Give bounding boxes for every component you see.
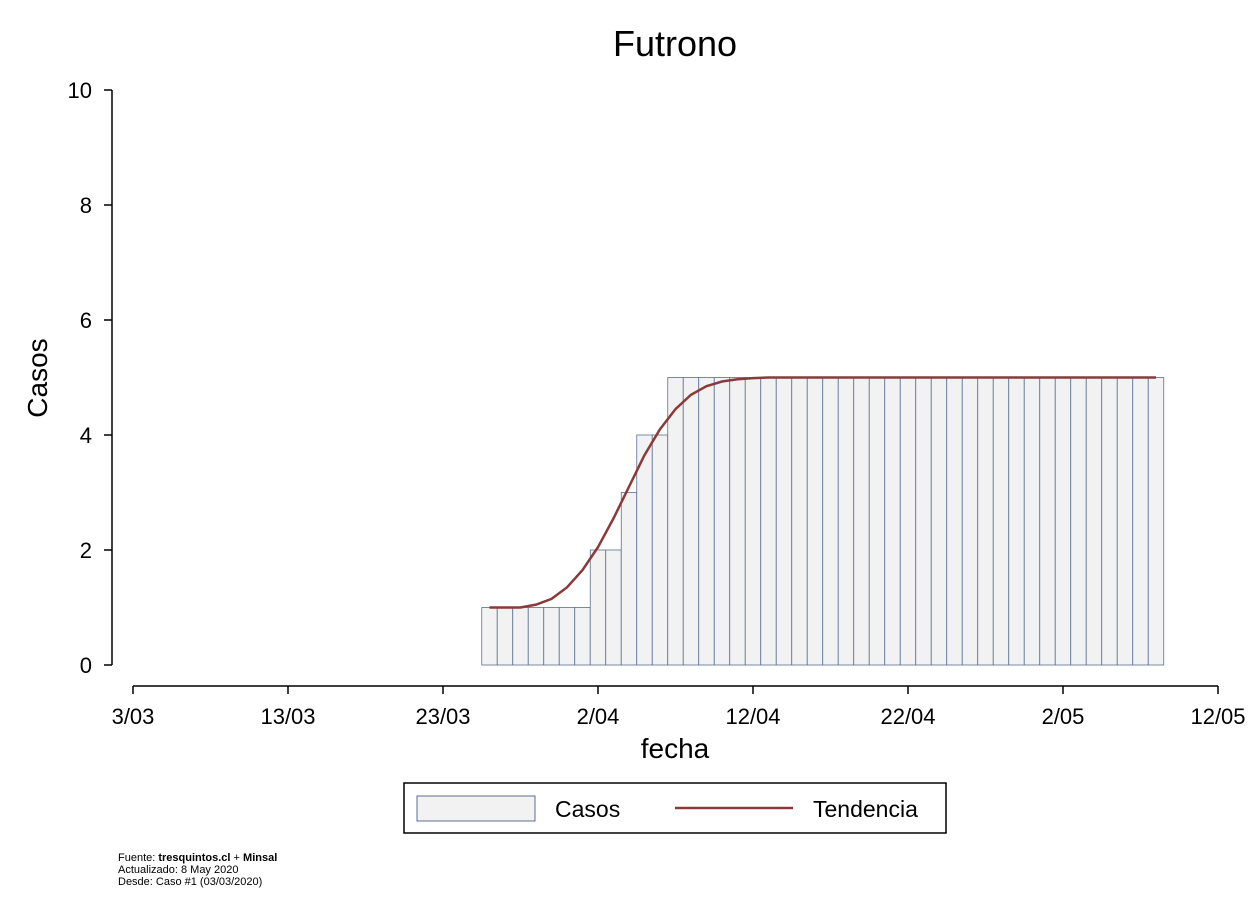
bar-casos — [620, 492, 638, 666]
bar-casos — [837, 377, 855, 666]
bar-casos — [512, 607, 529, 666]
legend-label-tendencia: Tendencia — [813, 796, 918, 822]
y-tick-label: 0 — [80, 653, 92, 678]
bar-casos — [543, 607, 560, 666]
x-tick-label: 23/03 — [415, 704, 470, 729]
bar-casos — [1116, 377, 1134, 666]
bar-casos — [1132, 377, 1149, 666]
bar-casos — [884, 377, 901, 666]
bar-casos — [1070, 377, 1087, 666]
bar-casos — [775, 377, 793, 666]
bar-casos — [589, 549, 607, 666]
bar-casos — [1101, 377, 1118, 666]
y-tick-label: 6 — [80, 308, 92, 333]
bar-casos — [1054, 377, 1072, 666]
bar-casos — [822, 377, 839, 666]
bar-casos — [760, 377, 777, 666]
bar-casos — [527, 607, 545, 666]
source-footer: Fuente: tresquintos.cl + Minsal Actualiz… — [118, 852, 277, 888]
bar-casos — [636, 434, 653, 666]
x-tick-label: 13/03 — [260, 704, 315, 729]
bar-casos — [930, 377, 948, 666]
y-axis-title: Casos — [22, 338, 53, 417]
y-tick-label: 8 — [80, 193, 92, 218]
legend-label-casos: Casos — [555, 796, 620, 822]
x-tick-label: 3/03 — [112, 704, 155, 729]
chart-title: Futrono — [613, 23, 737, 64]
bar-casos — [729, 377, 746, 666]
bar-casos — [744, 377, 762, 666]
bar-casos — [1023, 377, 1041, 666]
x-tick-label: 12/04 — [725, 704, 780, 729]
x-tick-label: 2/05 — [1042, 704, 1085, 729]
ticks-group: 0 2 4 6 8 10 3/03 13/03 23/03 2/04 12/04 22/04 2/05 1… — [68, 78, 1246, 729]
y-tick-label: 10 — [68, 78, 92, 103]
trend-line — [489, 376, 1156, 609]
legend: Casos Tendencia — [403, 782, 947, 834]
bar-casos — [946, 377, 963, 666]
bar-casos — [698, 377, 715, 666]
since-line: Desde: Caso #1 (03/03/2020) — [118, 876, 263, 888]
bar-casos — [651, 434, 669, 666]
bar-casos — [915, 377, 932, 666]
x-axis-title: fecha — [641, 733, 710, 764]
updated-line: Actualizado: 8 May 2020 — [118, 864, 239, 876]
bar-casos — [558, 607, 576, 666]
bar-casos — [899, 377, 917, 666]
y-tick-label: 2 — [80, 538, 92, 563]
x-tick-label: 12/05 — [1190, 704, 1245, 729]
bar-casos — [977, 377, 994, 666]
bar-casos — [682, 377, 700, 666]
bar-casos — [961, 377, 979, 666]
bar-casos — [713, 377, 731, 666]
source-line: Fuente: tresquintos.cl + Minsal — [118, 852, 278, 864]
bar-casos — [605, 549, 622, 666]
y-tick-label: 4 — [80, 423, 92, 448]
bar-casos — [1039, 377, 1056, 666]
bar-casos — [1008, 377, 1025, 666]
bar-casos — [667, 377, 684, 666]
x-tick-label: 22/04 — [880, 704, 935, 729]
bar-casos — [574, 607, 591, 666]
bar-casos — [853, 377, 870, 666]
bar-casos — [791, 377, 808, 666]
bar-casos — [481, 607, 498, 666]
x-tick-label: 2/04 — [577, 704, 620, 729]
bar-casos — [1085, 377, 1103, 666]
bar-casos — [806, 377, 824, 666]
bar-casos — [1147, 377, 1165, 666]
bar-casos — [868, 377, 886, 666]
bar-casos — [496, 607, 514, 666]
bars-group — [481, 377, 1165, 666]
bar-casos — [992, 377, 1010, 666]
legend-swatch-casos — [416, 795, 536, 822]
